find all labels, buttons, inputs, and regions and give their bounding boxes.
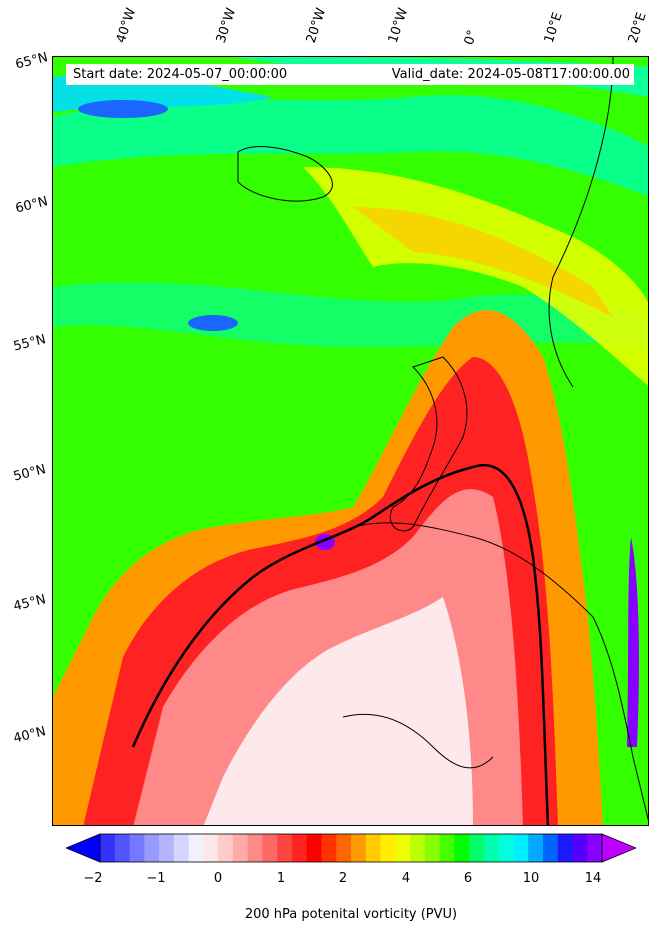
colorbar-tick: 6 (463, 871, 473, 886)
colorbar-tick: 2 (338, 871, 348, 886)
colorbar-tick: 0 (213, 871, 223, 886)
colorbar-segment (542, 834, 559, 862)
pv-field-plot (53, 57, 648, 825)
purple-band-east (627, 537, 639, 747)
colorbar-segment (380, 834, 396, 862)
start-date-label: Start date: 2024-05-07_00:00:00 (73, 67, 288, 82)
colorbar-segment (306, 834, 322, 862)
blue-anomaly-north (78, 100, 168, 118)
colorbar-segment (498, 834, 514, 862)
colorbar-segment (144, 834, 160, 862)
iberia-coastline (342, 713, 494, 769)
valid-date-label: Valid_date: 2024-05-08T17:00:00.00 (391, 67, 630, 82)
pv-map (52, 56, 649, 826)
colorbar-segment (410, 834, 426, 862)
lon-label-40w: 40°W (113, 6, 140, 45)
colorbar-segment (218, 834, 234, 862)
lat-label-65n: 65°N (14, 50, 50, 73)
blue-anomaly-mid (188, 315, 238, 331)
british-isles-coastline (390, 356, 468, 532)
lon-label-10w: 10°W (385, 6, 412, 45)
pv-2-contour (131, 464, 550, 825)
colorbar-segment (587, 834, 603, 862)
colorbar-tick: 10 (522, 871, 540, 886)
colorbar-segment (291, 834, 308, 862)
orange-band (353, 207, 613, 317)
colorbar-segment (469, 834, 485, 862)
colorbar-segment (114, 834, 131, 862)
colorbar-segment (572, 834, 588, 862)
colorbar-segment (351, 834, 367, 862)
colorbar-tick: 1 (276, 871, 286, 886)
colorbar-segment (513, 834, 529, 862)
colorbar-segment (321, 834, 337, 862)
colorbar-border (99, 833, 603, 863)
colorbar-tick: 14 (584, 871, 602, 886)
high-pv-band (53, 95, 648, 197)
iceland-coastline (237, 146, 333, 202)
colorbar-tick: −1 (146, 871, 166, 886)
colorbar (66, 833, 636, 863)
colorbar-tick: 4 (401, 871, 411, 886)
colorbar-segment (129, 834, 145, 862)
lon-label-30w: 30°W (213, 6, 240, 45)
colorbar-segment (188, 834, 204, 862)
colorbar-segment (424, 834, 441, 862)
white-trough-core (203, 597, 473, 825)
norway-coastline (548, 57, 614, 388)
lon-label-20e: 20°E (625, 10, 650, 46)
colorbar-segment (395, 834, 411, 862)
colorbar-segment (262, 834, 278, 862)
colorbar-title: 200 hPa potenital vorticity (PVU) (244, 907, 458, 922)
colorbar-segment (173, 834, 190, 862)
colorbar-segment (336, 834, 352, 862)
lon-label-0: 0° (461, 28, 481, 47)
lon-label-20w: 20°W (303, 6, 330, 45)
lat-label-40n: 40°N (12, 724, 48, 747)
colorbar-extend-max (601, 833, 636, 863)
colorbar-segment (483, 834, 500, 862)
date-header: Start date: 2024-05-07_00:00:00 Valid_da… (66, 64, 634, 85)
colorbar-segment (100, 834, 116, 862)
lat-label-60n: 60°N (14, 194, 50, 217)
colorbar-segment (439, 834, 455, 862)
lat-label-45n: 45°N (12, 592, 48, 615)
colorbar-segment (277, 834, 293, 862)
colorbar-segment (203, 834, 219, 862)
lon-label-10e: 10°E (541, 10, 566, 46)
continental-coastline (352, 522, 648, 821)
colorbar-segment (528, 834, 544, 862)
colorbar-segment (159, 834, 175, 862)
colorbar-segment (247, 834, 263, 862)
colorbar-segment (365, 834, 382, 862)
lat-label-55n: 55°N (12, 332, 48, 355)
colorbar-segment (232, 834, 249, 862)
colorbar-tick: −2 (83, 871, 103, 886)
colorbar-segment (454, 834, 470, 862)
lat-label-50n: 50°N (12, 462, 48, 485)
colorbar-extend-min (66, 833, 101, 863)
colorbar-segment (557, 834, 573, 862)
